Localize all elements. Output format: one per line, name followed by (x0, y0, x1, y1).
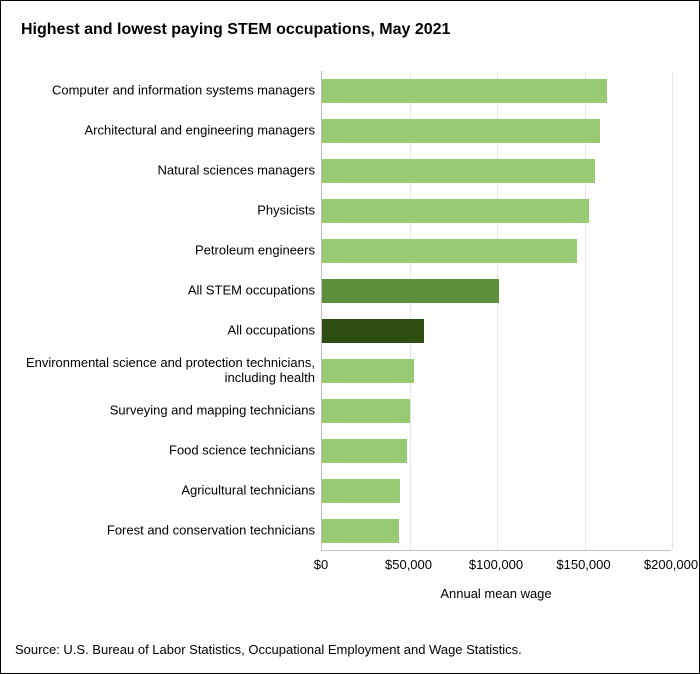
category-label: Architectural and engineering managers (15, 124, 315, 139)
chart-title: Highest and lowest paying STEM occupatio… (21, 21, 450, 39)
bar (322, 359, 414, 383)
bar (322, 199, 589, 223)
chart-container: Highest and lowest paying STEM occupatio… (0, 0, 700, 674)
category-label: Computer and information systems manager… (15, 84, 315, 99)
bar (322, 319, 424, 343)
category-label: Forest and conservation technicians (15, 524, 315, 539)
x-tick-label: $150,000 (549, 557, 619, 572)
category-label: Agricultural technicians (15, 484, 315, 499)
category-label: All STEM occupations (15, 284, 315, 299)
bar (322, 79, 607, 103)
category-label: Petroleum engineers (15, 244, 315, 259)
bar (322, 159, 595, 183)
bar (322, 479, 400, 503)
bar (322, 439, 407, 463)
bar (322, 119, 600, 143)
category-label: Natural sciences managers (15, 164, 315, 179)
source-text: Source: U.S. Bureau of Labor Statistics,… (15, 642, 522, 657)
x-tick-label: $50,000 (374, 557, 444, 572)
bar (322, 279, 499, 303)
gridline (672, 71, 673, 550)
bar (322, 239, 577, 263)
category-label: Environmental science and protection tec… (15, 356, 315, 386)
x-tick-label: $0 (286, 557, 356, 572)
chart-area: Computer and information systems manager… (1, 71, 700, 581)
bar (322, 399, 410, 423)
category-label: Food science technicians (15, 444, 315, 459)
category-label: Surveying and mapping technicians (15, 404, 315, 419)
x-axis-title: Annual mean wage (321, 586, 671, 601)
category-label: Physicists (15, 204, 315, 219)
x-tick-label: $200,000 (636, 557, 700, 572)
x-tick-label: $100,000 (461, 557, 531, 572)
category-label: All occupations (15, 324, 315, 339)
bar (322, 519, 399, 543)
plot-area (321, 71, 671, 551)
